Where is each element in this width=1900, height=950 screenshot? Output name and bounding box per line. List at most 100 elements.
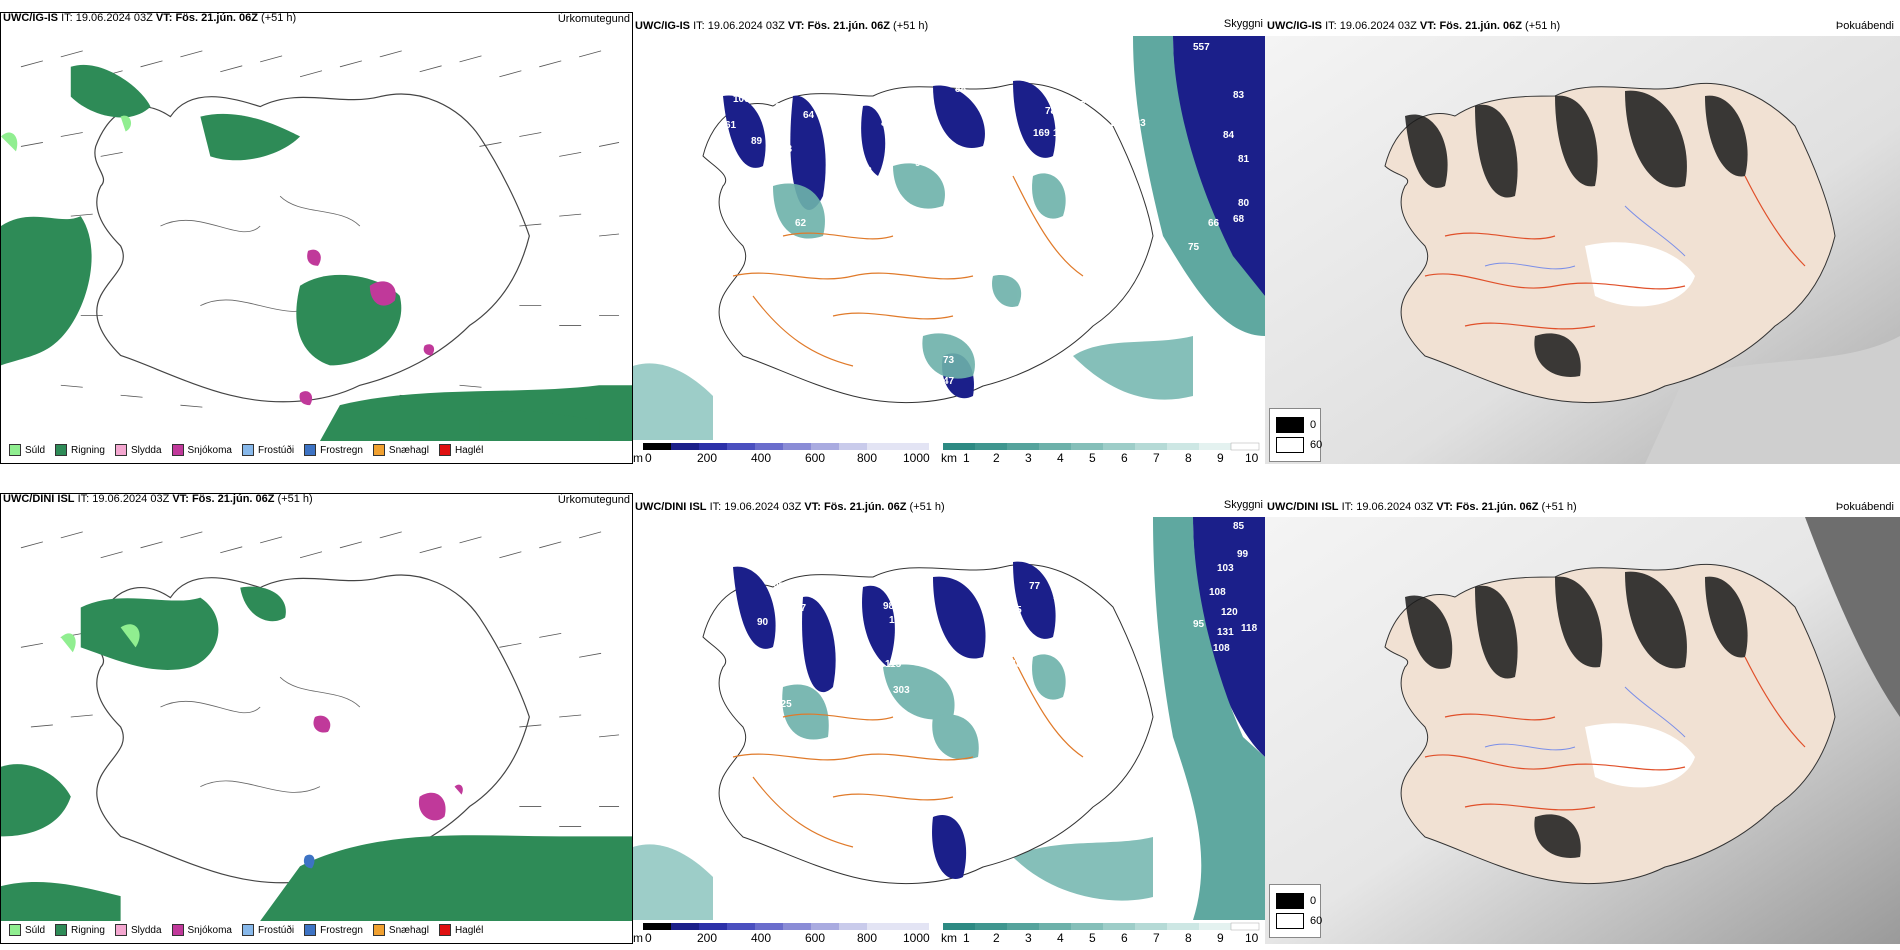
model-name: UWC/IG-IS xyxy=(1267,20,1322,32)
panel-title: Úrkomutegund xyxy=(557,494,630,506)
svg-text:112: 112 xyxy=(767,224,784,235)
scale-tick: 600 xyxy=(805,451,826,464)
fog-legend-item: 0 xyxy=(1276,893,1316,909)
svg-text:67: 67 xyxy=(779,603,791,614)
svg-text:103: 103 xyxy=(1109,118,1126,129)
scale-tick: 5 xyxy=(1089,451,1096,464)
rain-areas xyxy=(1,64,632,441)
vt-label: VT: xyxy=(804,501,821,513)
panel-title: Úrkomutegund xyxy=(557,13,630,25)
precip-map xyxy=(1,27,632,441)
scale-tick: 2 xyxy=(993,931,1000,944)
scale-tick: 400 xyxy=(751,931,772,944)
ceiling-scale: m 0 200 400 600 800 1000 km 1 2 3 4 5 6 … xyxy=(633,920,1265,944)
lead-time: (+51 h) xyxy=(277,493,313,505)
it-label: IT: xyxy=(61,12,73,24)
vt-value: Fös. 21.jún. 06Z xyxy=(175,12,258,24)
scale-tick: 8 xyxy=(1185,451,1192,464)
svg-text:99: 99 xyxy=(967,701,979,712)
svg-text:66: 66 xyxy=(1208,218,1220,229)
legend-item: Snjókoma xyxy=(171,924,232,936)
scale-tick: 3 xyxy=(1025,931,1032,944)
svg-text:123: 123 xyxy=(1129,118,1146,129)
scale-tick: 1 xyxy=(963,451,970,464)
svg-text:148: 148 xyxy=(1005,659,1022,670)
it-value: 19.06.2024 03Z xyxy=(707,20,785,32)
vt-value: Fös. 21.jún. 06Z xyxy=(1455,501,1539,513)
svg-text:683: 683 xyxy=(985,679,1002,690)
it-label: IT: xyxy=(1341,501,1354,513)
scale-tick: 3 xyxy=(1025,451,1032,464)
svg-text:95: 95 xyxy=(895,631,907,642)
svg-text:75: 75 xyxy=(1188,242,1200,253)
panel-title: Skyggni xyxy=(1223,18,1263,30)
scale-tick: 4 xyxy=(1057,451,1064,464)
svg-text:120: 120 xyxy=(1221,607,1238,618)
iceland-outline xyxy=(94,93,530,403)
scale-tick: 4 xyxy=(1057,931,1064,944)
svg-text:81: 81 xyxy=(1081,567,1093,578)
lead-time: (+51 h) xyxy=(893,20,929,32)
svg-text:303: 303 xyxy=(893,685,910,696)
vt-label: VT: xyxy=(172,493,189,505)
it-value: 19.06.2024 03Z xyxy=(724,501,802,513)
scale-tick: 9 xyxy=(1217,451,1224,464)
svg-text:89: 89 xyxy=(923,643,935,654)
svg-text:54: 54 xyxy=(923,871,935,882)
model-name: UWC/IG-IS xyxy=(3,12,58,24)
panel-title: Þokuábendi xyxy=(1835,501,1894,513)
scale-tick: 10 xyxy=(1245,931,1259,944)
svg-text:115: 115 xyxy=(885,659,902,670)
svg-text:94: 94 xyxy=(915,158,927,169)
legend-item: Súld xyxy=(9,924,45,936)
svg-text:69: 69 xyxy=(669,158,681,169)
fog-legend-item: 60 xyxy=(1276,437,1322,453)
legend-item: Haglél xyxy=(438,444,483,456)
scale-tick: 9 xyxy=(1217,931,1224,944)
it-value: 19.06.2024 03Z xyxy=(1356,501,1434,513)
svg-text:90: 90 xyxy=(757,617,769,628)
svg-text:101: 101 xyxy=(889,615,906,626)
model-name: UWC/DINI ISL xyxy=(3,493,75,505)
scale-tick: 6 xyxy=(1121,931,1128,944)
ceiling-panel-row2: UWC/DINI ISL IT: 19.06.2024 03Z VT: Fös.… xyxy=(633,493,1265,944)
svg-text:55: 55 xyxy=(831,691,843,702)
legend-item: Slydda xyxy=(114,924,162,936)
svg-text:131: 131 xyxy=(1217,627,1234,638)
it-value: 19.06.2024 03Z xyxy=(92,493,170,505)
svg-text:145: 145 xyxy=(1005,605,1022,616)
legend-item: Frostregn xyxy=(304,924,363,936)
svg-text:125: 125 xyxy=(775,699,792,710)
svg-text:98: 98 xyxy=(883,601,895,612)
it-label: IT: xyxy=(709,501,722,513)
svg-text:77: 77 xyxy=(1029,581,1041,592)
ceiling-map: 85 99 103 108 120 118 131 108 95 65 67 6… xyxy=(633,517,1265,920)
lead-time: (+51 h) xyxy=(1525,20,1561,32)
panel-title: Þokuábendi xyxy=(1835,20,1894,32)
svg-text:67: 67 xyxy=(795,603,807,614)
svg-text:78: 78 xyxy=(1045,106,1057,117)
ceiling-panel-row1: UWC/IG-IS IT: 19.06.2024 03Z VT: Fös. 21… xyxy=(633,12,1265,464)
precip-map xyxy=(1,508,632,921)
legend-item: Frostregn xyxy=(304,444,363,456)
svg-text:68: 68 xyxy=(1233,214,1245,225)
svg-text:85: 85 xyxy=(1233,521,1245,532)
svg-text:137: 137 xyxy=(1069,100,1086,111)
scale-tick: 0 xyxy=(645,931,652,944)
svg-text:98: 98 xyxy=(1113,583,1125,594)
fog-map xyxy=(1265,36,1900,464)
legend-item: Haglél xyxy=(438,924,483,936)
svg-text:300: 300 xyxy=(943,222,960,233)
svg-text:100: 100 xyxy=(1013,629,1030,640)
precip-panel-row2: UWC/DINI ISL IT: 19.06.2024 03Z VT: Fös.… xyxy=(0,493,633,944)
svg-text:99: 99 xyxy=(1237,549,1249,560)
scale-unit-m: m xyxy=(633,451,643,464)
legend-item: Súld xyxy=(9,444,45,456)
legend-item: Snæhagl xyxy=(372,924,429,936)
scale-tick: 1000 xyxy=(903,451,930,464)
vt-value: Fös. 21.jún. 06Z xyxy=(191,493,275,505)
svg-text:86: 86 xyxy=(881,118,893,129)
scale-tick: 1 xyxy=(963,931,970,944)
precip-legend: Súld Rigning Slydda Snjókoma Frostúði Fr… xyxy=(5,441,628,459)
svg-text:108: 108 xyxy=(1209,587,1226,598)
